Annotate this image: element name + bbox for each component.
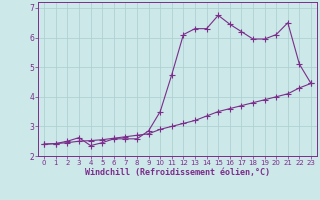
X-axis label: Windchill (Refroidissement éolien,°C): Windchill (Refroidissement éolien,°C) [85,168,270,177]
